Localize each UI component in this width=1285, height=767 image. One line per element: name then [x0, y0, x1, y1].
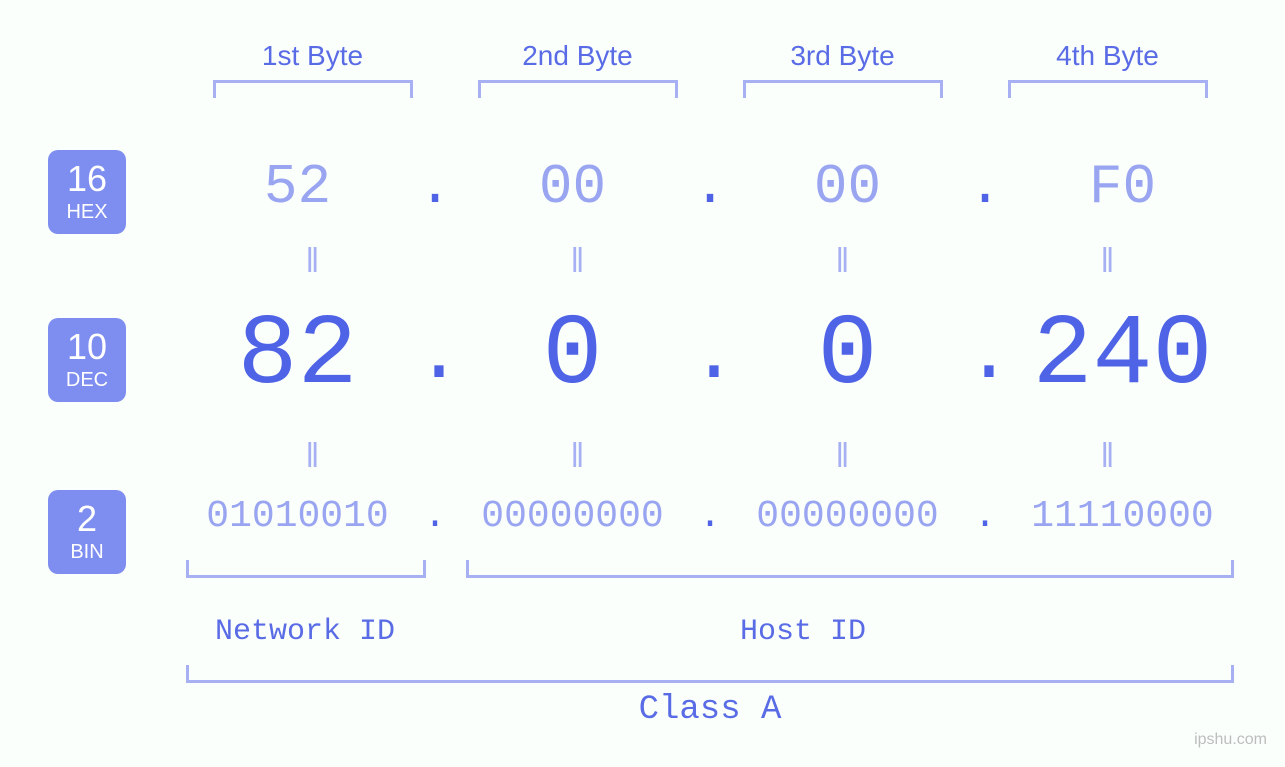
dec-badge: 10 DEC: [48, 318, 126, 402]
dec-badge-txt: DEC: [66, 369, 108, 392]
byte-3-label: 3rd Byte: [710, 40, 975, 72]
bracket-icon: [478, 80, 678, 98]
bracket-icon: [213, 80, 413, 98]
host-id-bracket-icon: [466, 560, 1234, 578]
bin-badge-num: 2: [77, 501, 97, 537]
byte-2-label: 2nd Byte: [445, 40, 710, 72]
equals-icon: ǁ: [445, 245, 710, 283]
dot-separator: .: [415, 155, 455, 219]
bin-row: 01010010 . 00000000 . 00000000 . 1111000…: [180, 495, 1240, 538]
dot-separator: .: [965, 311, 1005, 402]
hex-badge-txt: HEX: [66, 201, 107, 224]
bin-byte-1: 01010010: [180, 495, 415, 538]
hex-byte-3: 00: [730, 155, 965, 219]
class-bracket-wrap: Class A: [186, 665, 1234, 729]
network-id-label: Network ID: [215, 615, 395, 649]
dot-separator: .: [690, 311, 730, 402]
dec-byte-1: 82: [180, 300, 415, 413]
class-label: Class A: [186, 691, 1234, 729]
equals-icon: ǁ: [710, 440, 975, 478]
hex-badge-num: 16: [67, 161, 107, 197]
equals-icon: ǁ: [180, 440, 445, 478]
dot-separator: .: [965, 495, 1005, 538]
dec-byte-3: 0: [730, 300, 965, 413]
hex-byte-4: F0: [1005, 155, 1240, 219]
byte-4-label: 4th Byte: [975, 40, 1240, 72]
dot-separator: .: [965, 155, 1005, 219]
host-id-label: Host ID: [740, 615, 866, 649]
equals-icon: ǁ: [445, 440, 710, 478]
id-brackets: [180, 560, 1240, 578]
byte-1-label: 1st Byte: [180, 40, 445, 72]
bin-byte-3: 00000000: [730, 495, 965, 538]
byte-header-3: 3rd Byte: [710, 40, 975, 98]
byte-header-2: 2nd Byte: [445, 40, 710, 98]
dec-byte-4: 240: [1005, 300, 1240, 413]
equals-row-1: ǁ ǁ ǁ ǁ: [180, 245, 1240, 283]
watermark: ipshu.com: [1194, 731, 1267, 749]
bin-badge-txt: BIN: [70, 541, 103, 564]
dot-separator: .: [690, 495, 730, 538]
dec-byte-2: 0: [455, 300, 690, 413]
network-id-bracket-icon: [186, 560, 426, 578]
hex-byte-1: 52: [180, 155, 415, 219]
hex-badge: 16 HEX: [48, 150, 126, 234]
equals-icon: ǁ: [710, 245, 975, 283]
equals-icon: ǁ: [975, 245, 1240, 283]
dot-separator: .: [690, 155, 730, 219]
dec-badge-num: 10: [67, 329, 107, 365]
byte-header-row: 1st Byte 2nd Byte 3rd Byte 4th Byte: [180, 40, 1240, 98]
class-bracket-icon: [186, 665, 1234, 683]
bracket-icon: [1008, 80, 1208, 98]
dot-separator: .: [415, 495, 455, 538]
byte-header-4: 4th Byte: [975, 40, 1240, 98]
bin-badge: 2 BIN: [48, 490, 126, 574]
bracket-icon: [743, 80, 943, 98]
equals-row-2: ǁ ǁ ǁ ǁ: [180, 440, 1240, 478]
dot-separator: .: [415, 311, 455, 402]
equals-icon: ǁ: [180, 245, 445, 283]
bin-byte-2: 00000000: [455, 495, 690, 538]
equals-icon: ǁ: [975, 440, 1240, 478]
bin-byte-4: 11110000: [1005, 495, 1240, 538]
hex-byte-2: 00: [455, 155, 690, 219]
dec-row: 82 . 0 . 0 . 240: [180, 300, 1240, 413]
hex-row: 52 . 00 . 00 . F0: [180, 155, 1240, 219]
byte-header-1: 1st Byte: [180, 40, 445, 98]
